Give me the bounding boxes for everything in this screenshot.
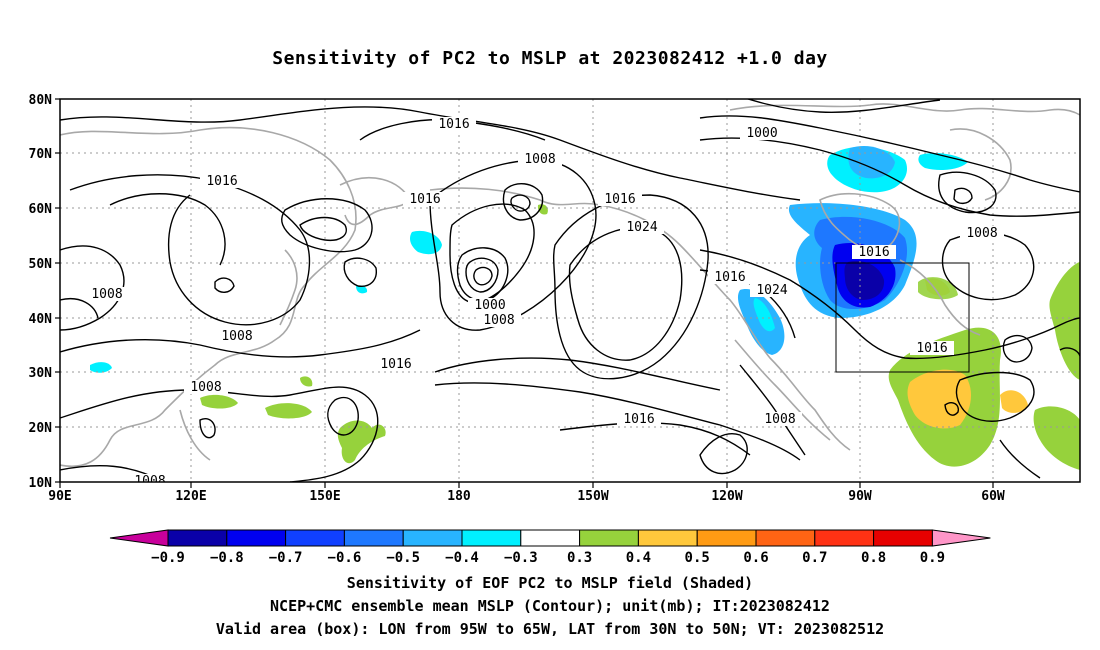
lon-tick-label: 120W: [711, 489, 742, 504]
colorbar-tick-label: −0.6: [328, 550, 362, 566]
colorbar-high-arrow: [931, 529, 991, 547]
contour-label: 1016: [714, 270, 745, 285]
contour-label: 1000: [746, 126, 777, 141]
contour-label: 1024: [756, 283, 787, 298]
contour-label: 1016: [438, 117, 469, 132]
lat-tick-label: 80N: [29, 93, 53, 108]
shade-region: [918, 277, 958, 300]
shade-region: [337, 420, 386, 464]
contour-label-group: 1016 1000 1008 1016 1016 1008 1016 1024 …: [85, 117, 1004, 489]
lon-tick-label: 180: [447, 489, 471, 504]
shade-region: [844, 260, 885, 300]
lon-tick-label: 60W: [981, 489, 1005, 504]
contour-label: 1016: [623, 412, 654, 427]
colorbar-tick-label: 0.3: [567, 550, 592, 566]
colorbar-swatch: [755, 529, 816, 547]
contour-label: 1008: [483, 313, 514, 328]
lat-tick-label: 10N: [29, 476, 53, 491]
colorbar: −0.9 −0.8 −0.7 −0.6 −0.5 −0.4 −0.3 0.3 0.4 0.5 0.6…: [109, 529, 991, 566]
colorbar-tick-label: −0.8: [210, 550, 244, 566]
colorbar-swatch: [520, 529, 581, 547]
contour-label: 1016: [858, 245, 889, 260]
colorbar-swatch: [637, 529, 698, 547]
contour-label: 1016: [380, 357, 411, 372]
contour-label: 1016: [916, 341, 947, 356]
lon-tick-label: 90W: [848, 489, 872, 504]
shade-region: [1049, 262, 1080, 380]
colorbar-tick-label: 0.4: [626, 550, 651, 566]
shade-region: [918, 152, 968, 170]
page-title: Sensitivity of PC2 to MSLP at 2023082412…: [272, 48, 828, 69]
colorbar-swatch: [402, 529, 463, 547]
caption-valid-area: Valid area (box): LON from 95W to 65W, L…: [215, 620, 885, 638]
shade-region: [90, 362, 112, 373]
contour-label: 1024: [626, 220, 657, 235]
colorbar-tick-label: −0.9: [151, 550, 185, 566]
contour-label: 1008: [764, 412, 795, 427]
colorbar-tick-label: −0.3: [504, 550, 538, 566]
contour-label: 1016: [604, 192, 635, 207]
axis-ticks: [55, 98, 994, 488]
colorbar-swatch: [285, 529, 345, 547]
colorbar-tick-label: −0.4: [445, 550, 479, 566]
colorbar-low-arrow: [109, 529, 169, 547]
shade-region: [753, 298, 775, 332]
shade-region: [537, 204, 548, 215]
colorbar-swatch: [696, 529, 757, 547]
coastlines: [60, 103, 1080, 467]
shade-region: [200, 394, 238, 409]
colorbar-tick-label: 0.9: [920, 550, 945, 566]
shade-region: [356, 285, 368, 294]
colorbar-swatch: [343, 529, 404, 547]
sensitivity-shading: [90, 145, 1080, 470]
colorbar-swatch: [579, 529, 639, 547]
map-frame: [59, 98, 1081, 483]
lon-tick-label: 90E: [48, 489, 71, 504]
colorbar-tick-label: 0.6: [743, 550, 768, 566]
caption-shading: Sensitivity of EOF PC2 to MSLP field (Sh…: [346, 574, 754, 592]
shade-region: [300, 376, 313, 387]
lon-tick-label: 150E: [309, 489, 340, 504]
lat-axis: 80N 70N 60N 50N 40N 30N 20N 10N: [29, 93, 53, 491]
contour-label: 1000: [474, 298, 505, 313]
contour-label: 1008: [221, 329, 252, 344]
colorbar-tick-label: 0.8: [861, 550, 886, 566]
lat-tick-label: 60N: [29, 202, 53, 217]
shade-region: [1000, 390, 1028, 413]
lat-tick-label: 70N: [29, 147, 53, 162]
contour-label: 1008: [524, 152, 555, 167]
contour-label: 1008: [966, 226, 997, 241]
colorbar-swatch: [873, 529, 933, 547]
colorbar-swatch: [167, 529, 228, 547]
lat-tick-label: 40N: [29, 312, 53, 327]
lat-tick-label: 50N: [29, 257, 53, 272]
lon-axis: 90E 120E 150E 180 150W 120W 90W 60W: [48, 489, 1005, 504]
lon-tick-label: 120E: [175, 489, 206, 504]
caption-contour: NCEP+CMC ensemble mean MSLP (Contour); u…: [270, 597, 830, 615]
contour-label: 1008: [134, 474, 165, 489]
colorbar-tick-label: 0.5: [685, 550, 710, 566]
colorbar-tick-label: −0.7: [269, 550, 303, 566]
shade-region: [1033, 406, 1080, 470]
contour-label: 1008: [190, 380, 221, 395]
colorbar-swatch: [814, 529, 875, 547]
contour-label: 1016: [206, 174, 237, 189]
shade-region: [410, 230, 442, 255]
colorbar-tick-label: −0.5: [386, 550, 420, 566]
colorbar-tick-label: 0.7: [802, 550, 827, 566]
lon-tick-label: 150W: [577, 489, 608, 504]
map-gridlines: [60, 99, 1080, 482]
lat-tick-label: 20N: [29, 421, 53, 436]
shade-region: [265, 403, 312, 419]
lat-tick-label: 30N: [29, 366, 53, 381]
colorbar-swatch: [461, 529, 522, 547]
contour-label: 1008: [91, 287, 122, 302]
valid-area-box: [835, 262, 970, 373]
contour-label: 1016: [409, 192, 440, 207]
colorbar-swatch: [226, 529, 287, 547]
